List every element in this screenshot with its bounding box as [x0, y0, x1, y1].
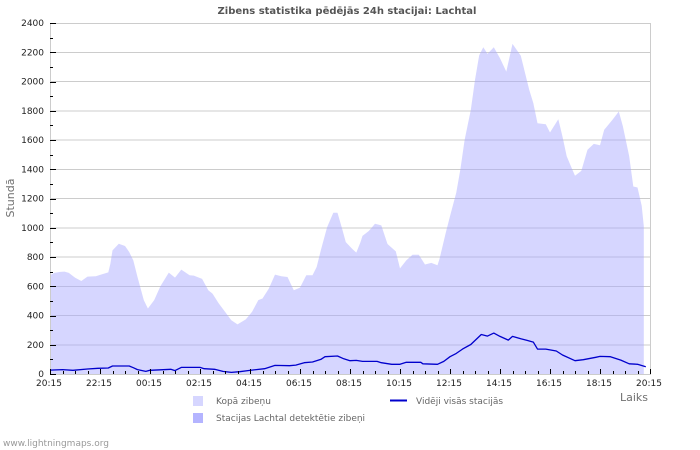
x-axis: 20:15 22:15 00:15 02:15 04:15 06:15 08:15 10:15…	[36, 369, 662, 389]
x-tick-label: 18:15	[586, 379, 612, 389]
legend-label-station: Stacijas Lachtal detektētie zibeņi	[216, 414, 365, 424]
x-tick-label: 20:15	[636, 379, 662, 389]
watermark: www.lightningmaps.org	[3, 439, 109, 449]
y-axis-label: Stundā	[4, 179, 17, 218]
legend-item-total: Kopā zibeņu	[193, 396, 271, 407]
legend-label-total: Kopā zibeņu	[216, 397, 271, 407]
y-tick-label: 2200	[21, 48, 44, 58]
x-tick-label: 16:15	[536, 379, 562, 389]
y-tick-label: 800	[27, 253, 44, 263]
x-tick-label: 08:15	[336, 379, 362, 389]
x-tick-label: 22:15	[86, 379, 112, 389]
legend-label-average: Vidēji visās stacijās	[416, 397, 503, 407]
y-tick-label: 2400	[21, 19, 44, 29]
y-tick-label: 600	[27, 282, 44, 292]
legend-item-station: Stacijas Lachtal detektētie zibeņi	[193, 413, 365, 424]
legend: Kopā zibeņu Stacijas Lachtal detektētie …	[193, 396, 503, 424]
legend-swatch-total	[193, 396, 203, 406]
y-tick-label: 200	[27, 341, 44, 351]
x-tick-label: 00:15	[136, 379, 162, 389]
y-tick-label: 1400	[21, 165, 44, 175]
plot-areas	[50, 43, 644, 375]
y-tick-label: 1200	[21, 195, 44, 205]
y-tick-label: 0	[38, 370, 44, 380]
series-area-0	[50, 43, 644, 375]
plot-lines	[49, 332, 646, 374]
y-tick-label: 1600	[21, 136, 44, 146]
x-tick-label: 12:15	[436, 379, 462, 389]
x-tick-label: 06:15	[286, 379, 312, 389]
x-tick-label: 02:15	[186, 379, 212, 389]
x-tick-label: 14:15	[486, 379, 512, 389]
series-line-average	[49, 332, 646, 374]
y-tick-label: 400	[27, 312, 44, 322]
y-tick-label: 1800	[21, 107, 44, 117]
legend-item-average: Vidēji visās stacijās	[390, 397, 503, 407]
legend-swatch-station	[193, 413, 203, 423]
x-tick-label: 04:15	[236, 379, 262, 389]
y-axis: 0 200 400 600 800 1000 1200 1400 1600 1800 2000 220…	[21, 19, 56, 380]
x-axis-label: Laiks	[620, 391, 648, 404]
y-tick-label: 1000	[21, 224, 44, 234]
chart-title: Zibens statistika pēdējās 24h stacijai: …	[218, 6, 477, 17]
gridlines	[50, 51, 650, 346]
x-tick-label: 10:15	[386, 379, 412, 389]
y-tick-label: 2000	[21, 78, 44, 88]
x-tick-label: 20:15	[36, 379, 62, 389]
